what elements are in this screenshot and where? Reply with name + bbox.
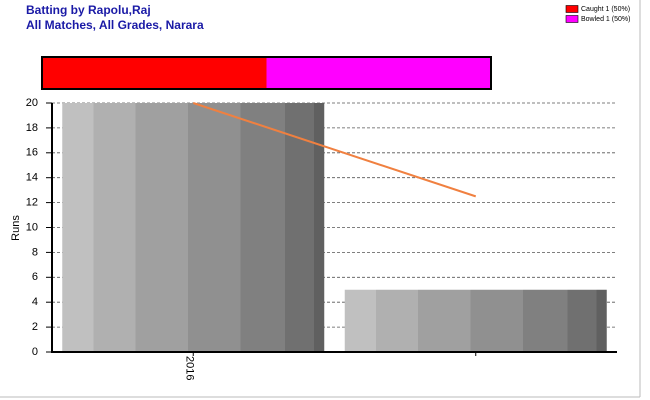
y-tick-label: 16 xyxy=(26,147,38,159)
legend-swatch xyxy=(565,5,579,13)
trend-line xyxy=(192,102,477,198)
bar xyxy=(62,103,325,352)
y-tick-label: 12 xyxy=(26,197,38,209)
y-tick-label: 10 xyxy=(26,221,38,233)
proportion-segment xyxy=(266,57,491,89)
y-tick-label: 18 xyxy=(26,122,38,134)
y-tick-label: 0 xyxy=(32,346,38,358)
y-tick-label: 8 xyxy=(32,246,38,258)
proportion-frame xyxy=(41,56,492,90)
y-tick-label: 14 xyxy=(26,172,38,184)
bar xyxy=(344,289,607,352)
legend-label: Caught 1 (50%) xyxy=(581,6,630,13)
chart-title: Batting by Rapolu,Raj xyxy=(26,3,151,17)
y-tick-label: 20 xyxy=(26,97,38,109)
y-axis-label: Runs xyxy=(10,215,22,241)
legend-label: Bowled 1 (50%) xyxy=(581,16,630,23)
y-tick-label: 4 xyxy=(32,296,38,308)
proportion-segment xyxy=(42,57,267,89)
y-tick-label: 6 xyxy=(32,271,38,283)
y-tick-label: 2 xyxy=(32,321,38,333)
chart-subtitle: All Matches, All Grades, Narara xyxy=(26,18,204,32)
legend-swatch xyxy=(565,15,579,23)
x-tick-label: 2016 xyxy=(183,356,195,380)
